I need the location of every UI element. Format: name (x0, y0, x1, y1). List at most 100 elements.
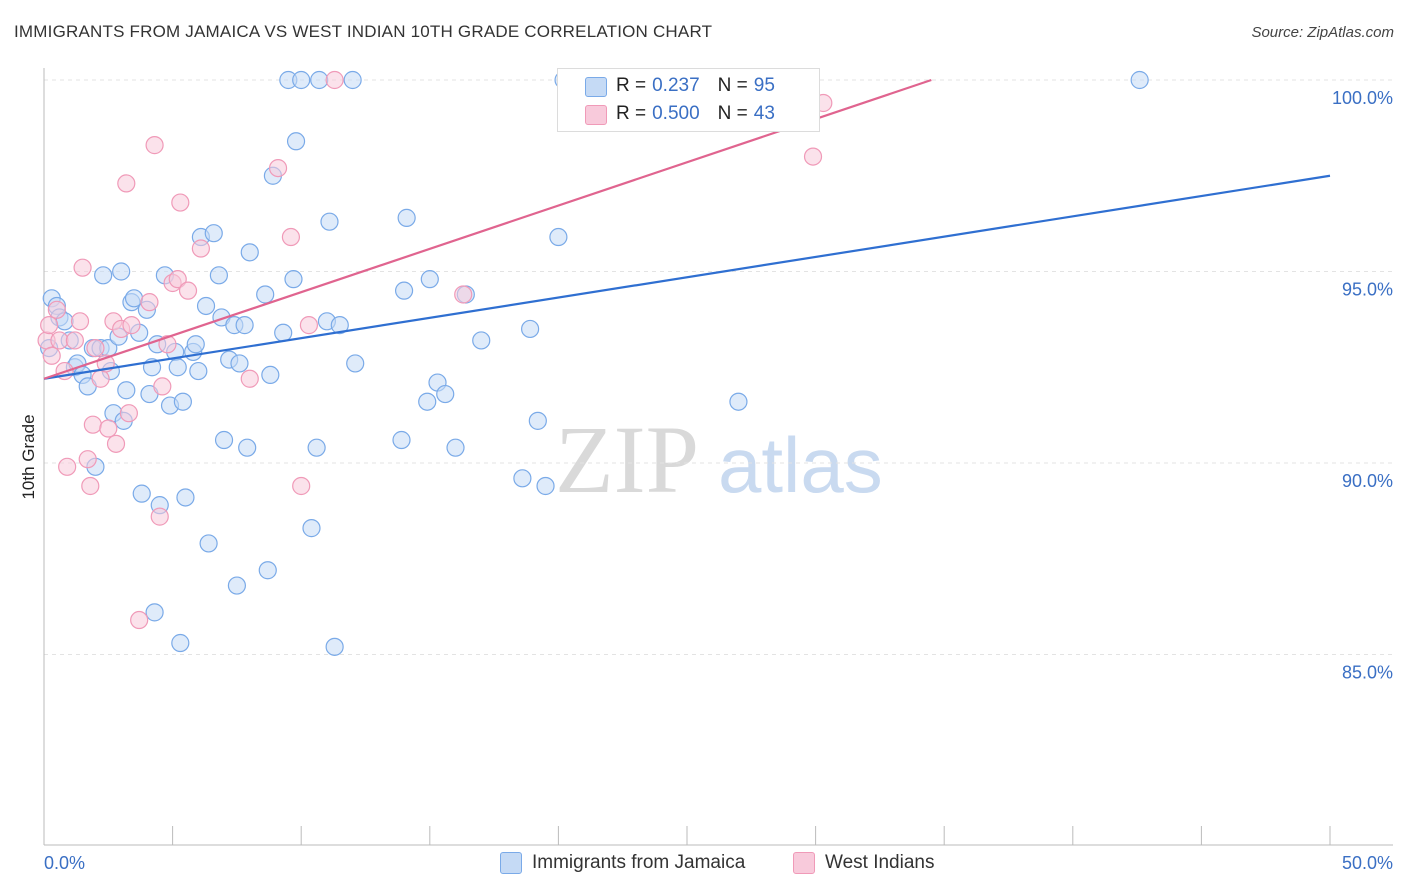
jamaica-point (394, 281, 414, 300)
west-indian-point (150, 507, 169, 526)
west-indian-point (171, 193, 190, 212)
jamaica-point (274, 323, 293, 342)
r-value: 0.237 (652, 75, 700, 96)
west-indian-point (122, 316, 141, 335)
jamaica-point (536, 476, 555, 496)
jamaica-point (286, 132, 306, 151)
legend-item-jamaica: Immigrants from Jamaica (500, 852, 745, 874)
west-indian-point (325, 70, 344, 90)
x-tick-label-max: 50.0% (1342, 853, 1393, 873)
west-indian-point (158, 335, 177, 354)
jamaica-point (310, 70, 329, 90)
legend-row-jamaica: R = 0.237 N = 95 (616, 73, 775, 99)
west-indian-point (178, 281, 198, 300)
legend-swatch-blue (500, 852, 522, 874)
n-value: 95 (753, 75, 775, 96)
jamaica-point (397, 208, 416, 227)
jamaica-point (204, 224, 223, 243)
jamaica-point (209, 266, 228, 285)
west-indian-point (240, 369, 259, 388)
west-indian-point (47, 300, 66, 319)
y-tick-label: 100.0% (1332, 88, 1393, 108)
jamaica-point (330, 316, 349, 335)
west-indian-point (42, 346, 61, 365)
west-indian-point (81, 476, 100, 496)
jamaica-point (132, 484, 151, 503)
n-label: N = (717, 103, 748, 124)
jamaica-point (549, 227, 568, 247)
west-indian-point (58, 457, 77, 476)
legend-swatch-blue (585, 77, 607, 97)
jamaica-point (418, 392, 437, 411)
west-indian-point (168, 270, 187, 289)
jamaica-point (235, 316, 254, 335)
west-indian-point (130, 610, 149, 630)
chart-title: IMMIGRANTS FROM JAMAICA VS WEST INDIAN 1… (14, 22, 713, 41)
jamaica-point (176, 488, 195, 507)
jamaica-point (171, 633, 190, 653)
y-tick-label: 85.0% (1342, 663, 1393, 683)
west-indian-point (803, 147, 823, 166)
jamaica-point (420, 270, 439, 289)
west-indian-point (99, 419, 118, 438)
legend-row-west-indians: R = 0.500 N = 43 (616, 101, 775, 127)
west-indian-point (86, 339, 105, 358)
jamaica-point (292, 70, 311, 90)
west-indian-point (78, 450, 97, 469)
legend-label: West Indians (825, 852, 935, 873)
jamaica-point (258, 561, 277, 580)
jamaica-point (472, 331, 491, 350)
jamaica-point (343, 70, 362, 90)
jamaica-point (186, 335, 205, 354)
x-tick-label-min: 0.0% (44, 853, 85, 873)
jamaica-point (196, 296, 216, 316)
jamaica-point (168, 358, 187, 377)
r-value: 0.500 (652, 103, 700, 124)
r-label: R = (616, 75, 647, 96)
y-tick-label: 90.0% (1342, 471, 1393, 491)
jamaica-point (261, 365, 280, 385)
legend-item-west-indians: West Indians (793, 852, 934, 874)
jamaica-point (1130, 70, 1149, 90)
west-indian-point (70, 312, 90, 331)
west-indian-point (454, 285, 473, 304)
west-indian-point (268, 158, 288, 178)
legend-label: Immigrants from Jamaica (532, 852, 746, 873)
jamaica-point (94, 266, 113, 285)
jamaica-point (307, 438, 326, 457)
jamaica-point (256, 285, 275, 304)
jamaica-point (199, 534, 218, 553)
west-indian-point (106, 434, 126, 453)
jamaica-point (227, 576, 246, 595)
jamaica-point (173, 392, 192, 411)
source-credit: Source: ZipAtlas.com (1251, 24, 1394, 41)
west-indian-point (91, 369, 110, 388)
stats-legend: R = 0.237 N = 95 R = 0.500 N = 43 (557, 68, 820, 132)
jamaica-point (346, 354, 365, 373)
west-indian-point (73, 258, 92, 277)
jamaica-point (436, 384, 455, 404)
jamaica-point (325, 637, 344, 656)
jamaica-trend-line (43, 174, 1331, 380)
jamaica-point (214, 430, 234, 450)
jamaica-point (302, 519, 321, 538)
west-indian-point (50, 331, 69, 350)
west-indian-point (153, 377, 172, 396)
west-indian-point (281, 227, 301, 247)
jamaica-point (528, 411, 547, 430)
jamaica-point (112, 262, 131, 281)
west-indian-point (65, 331, 84, 350)
jamaica-point (521, 319, 540, 339)
jamaica-point (238, 438, 257, 457)
west-indian-point (140, 293, 159, 312)
jamaica-point (284, 270, 303, 289)
legend-swatch-pink (585, 105, 607, 125)
west-indian-point (117, 174, 136, 193)
west-indian-point (83, 415, 102, 434)
west-indian-point (145, 136, 164, 155)
jamaica-point (117, 381, 136, 400)
y-axis-label: 10th Grade (19, 414, 38, 499)
jamaica-point (189, 361, 208, 381)
jamaica-point (230, 354, 249, 373)
